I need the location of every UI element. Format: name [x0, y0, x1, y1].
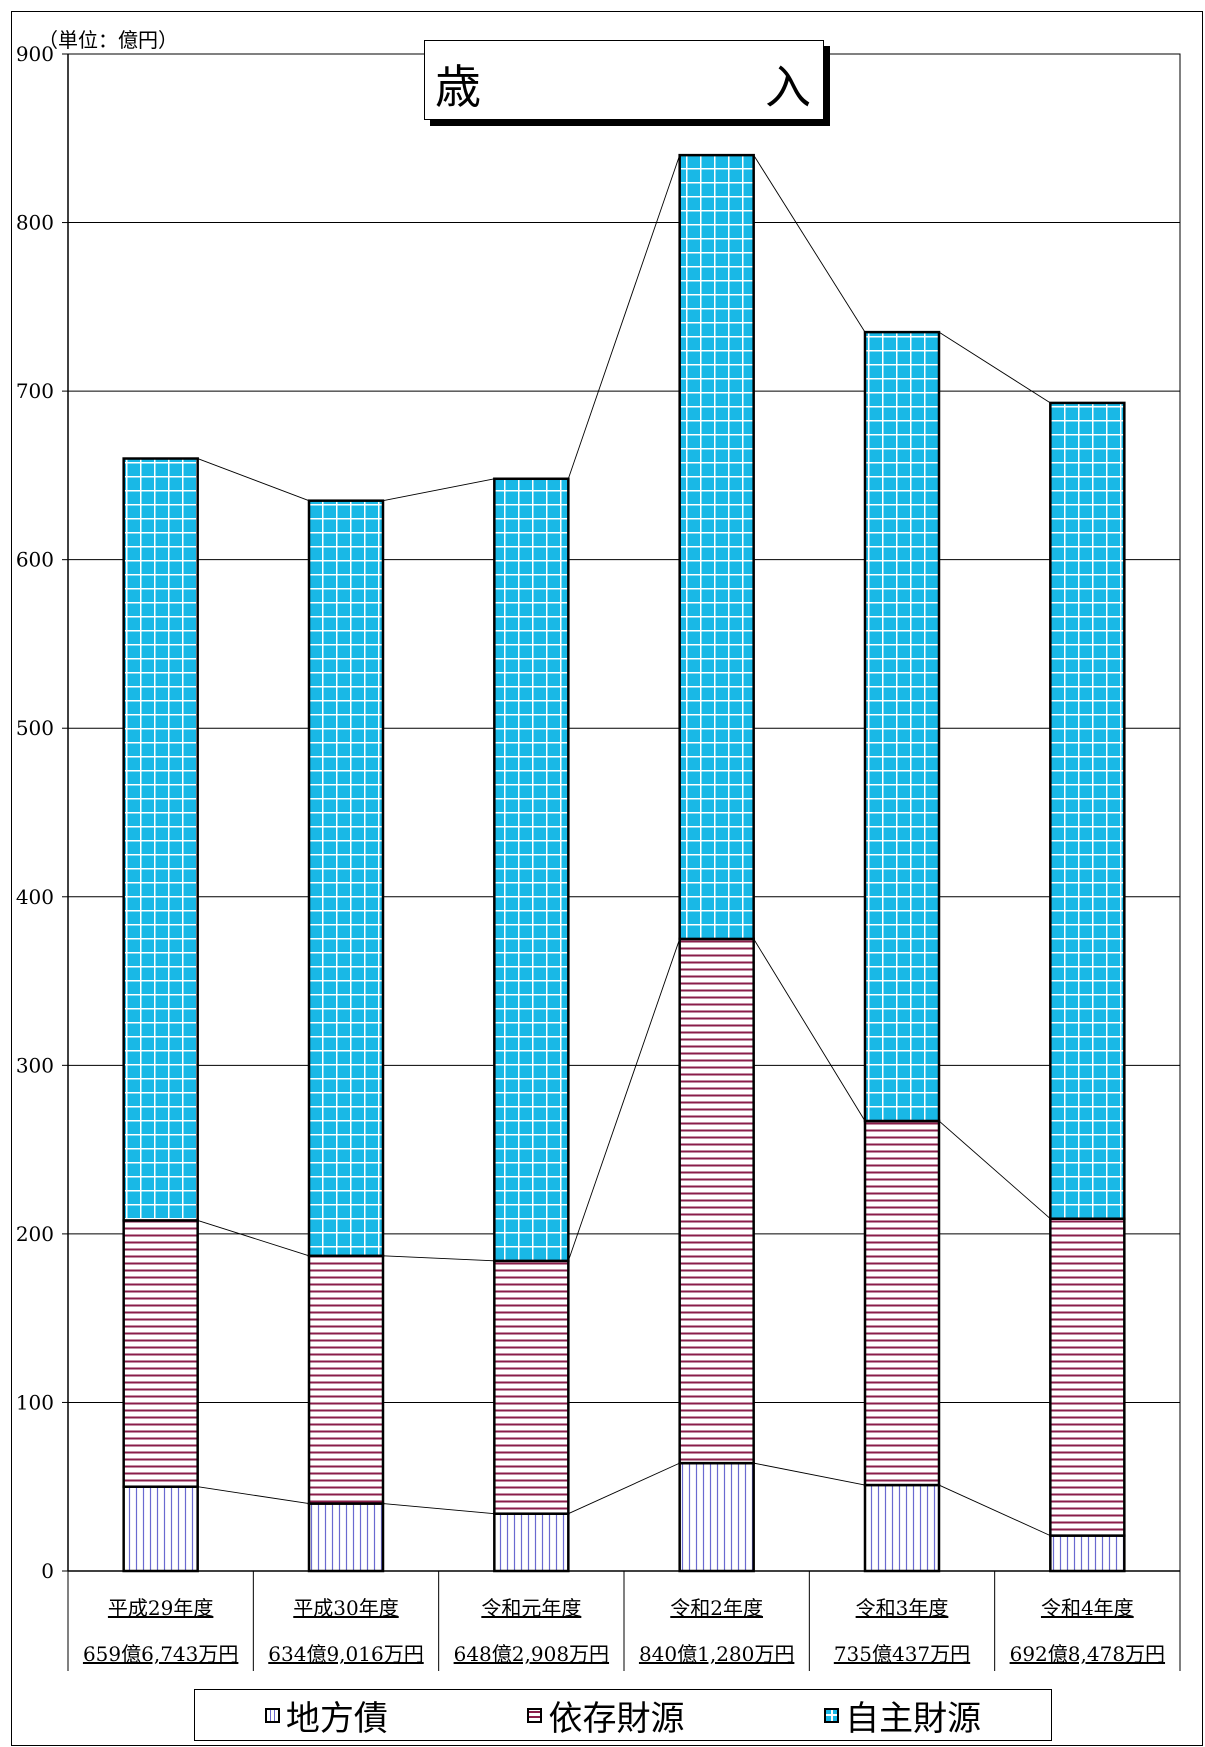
- connector-line: [383, 479, 494, 501]
- legend-label: 地方債: [286, 1691, 388, 1740]
- legend-label: 依存財源: [548, 1691, 684, 1740]
- connector-line: [198, 1487, 309, 1504]
- bar-segment-grid: [865, 332, 939, 1121]
- y-tick-label: 500: [16, 716, 54, 740]
- bar-segment-horizontal-lines: [680, 939, 754, 1463]
- total-label: 648億2,908万円: [438, 1638, 624, 1667]
- y-tick-label: 0: [41, 1559, 54, 1583]
- legend-swatch-horizontal-lines: [527, 1708, 542, 1723]
- bar-segment-grid: [494, 479, 568, 1261]
- y-tick-label: 600: [16, 548, 54, 572]
- connector-line: [939, 332, 1050, 403]
- connector-line: [568, 1463, 679, 1514]
- total-label: 692億8,478万円: [994, 1638, 1180, 1667]
- chart-title-right: 入: [765, 51, 811, 117]
- bar-segment-vertical-lines: [680, 1463, 754, 1571]
- x-tick-label: 令和4年度: [994, 1592, 1180, 1621]
- connector-line: [939, 1121, 1050, 1219]
- total-label: 634億9,016万円: [253, 1638, 439, 1667]
- legend-swatch-vertical-lines: [265, 1708, 280, 1723]
- total-label: 735億437万円: [809, 1638, 995, 1667]
- connector-line: [754, 1463, 865, 1485]
- bar-segment-grid: [1050, 403, 1124, 1219]
- connector-line: [754, 939, 865, 1121]
- connector-line: [754, 155, 865, 332]
- chart-title-left: 歳: [435, 51, 481, 117]
- connector-line: [568, 155, 679, 479]
- legend-label: 自主財源: [845, 1691, 981, 1740]
- connector-line: [198, 1220, 309, 1255]
- bar-segment-vertical-lines: [309, 1504, 383, 1571]
- y-tick-label: 800: [16, 211, 54, 235]
- x-tick-label: 令和3年度: [809, 1592, 995, 1621]
- bar-segment-grid: [680, 155, 754, 939]
- x-tick-label: 令和元年度: [438, 1592, 624, 1621]
- legend-item-izon-zaigen: 依存財源: [527, 1691, 684, 1740]
- y-tick-label: 300: [16, 1053, 54, 1077]
- bar-segment-horizontal-lines: [865, 1121, 939, 1485]
- bar-segment-vertical-lines: [124, 1487, 198, 1571]
- connector-line: [198, 459, 309, 501]
- bar-segment-horizontal-lines: [309, 1256, 383, 1504]
- x-tick-label: 平成29年度: [68, 1592, 254, 1621]
- unit-label: （単位：億円）: [38, 24, 178, 53]
- bar-segment-vertical-lines: [494, 1514, 568, 1571]
- y-tick-label: 100: [16, 1390, 54, 1414]
- bar-segment-vertical-lines: [1050, 1536, 1124, 1571]
- bar-segment-horizontal-lines: [494, 1261, 568, 1514]
- y-tick-label: 400: [16, 885, 54, 909]
- bar-segment-grid: [124, 459, 198, 1221]
- connector-line: [383, 1256, 494, 1261]
- bar-segment-horizontal-lines: [124, 1220, 198, 1486]
- legend: 地方債 依存財源 自主財源: [194, 1689, 1052, 1741]
- x-tick-label: 令和2年度: [624, 1592, 810, 1621]
- y-tick-label: 200: [16, 1222, 54, 1246]
- connector-line: [383, 1504, 494, 1514]
- plot-area: [68, 54, 1180, 1571]
- connector-line: [939, 1485, 1050, 1536]
- legend-swatch-grid: [824, 1708, 839, 1723]
- bar-segment-vertical-lines: [865, 1485, 939, 1571]
- chart-title: 歳 入: [424, 40, 824, 120]
- total-label: 659億6,743万円: [68, 1638, 254, 1667]
- bar-segment-grid: [309, 501, 383, 1256]
- bar-segment-horizontal-lines: [1050, 1219, 1124, 1536]
- y-tick-label: 700: [16, 379, 54, 403]
- total-label: 840億1,280万円: [624, 1638, 810, 1667]
- x-tick-label: 平成30年度: [253, 1592, 439, 1621]
- legend-item-jishu-zaigen: 自主財源: [824, 1691, 981, 1740]
- connector-line: [568, 939, 679, 1261]
- legend-item-chihosai: 地方債: [265, 1691, 388, 1740]
